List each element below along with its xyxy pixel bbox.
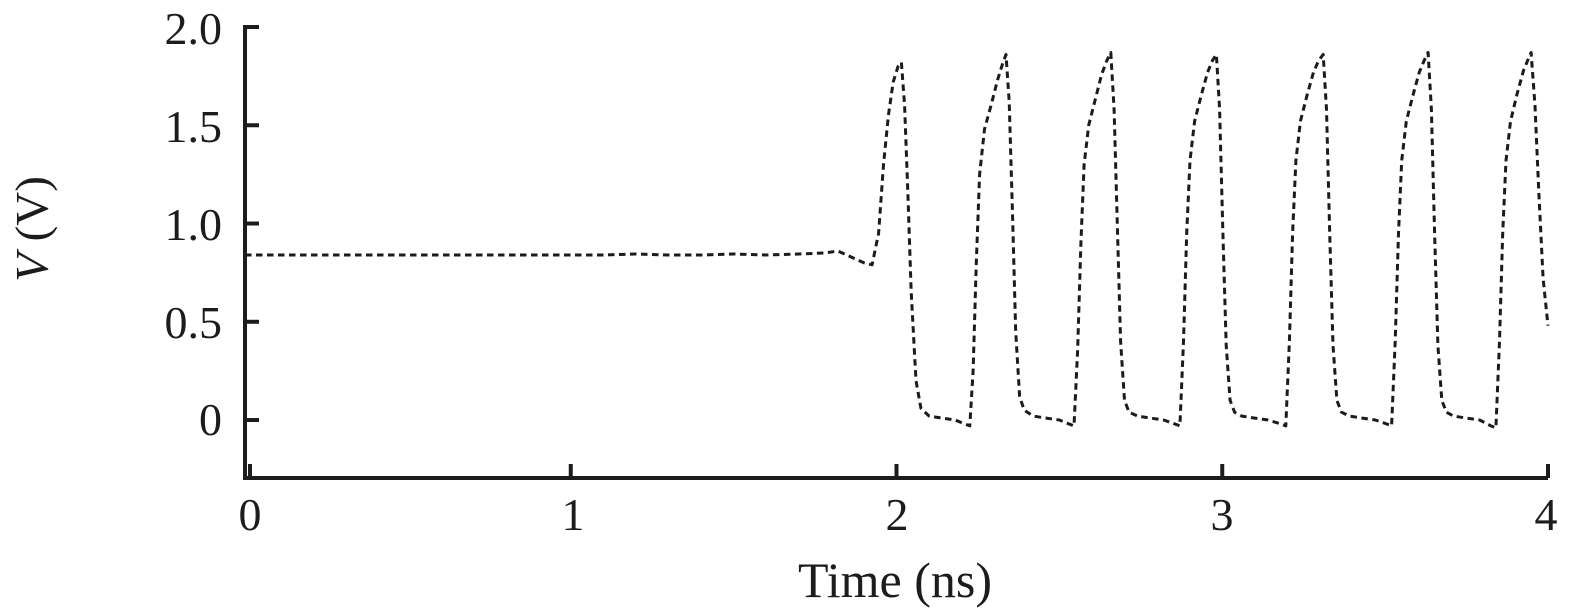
voltage-trace [245, 51, 1550, 430]
x-tick-label-4: 4 [1534, 489, 1558, 540]
y-tick-label-0.5: 0.5 [164, 297, 223, 348]
x-axis-title: Time (ns) [797, 552, 993, 608]
y-tick-label-0: 0 [199, 394, 222, 445]
y-tick-label-2.0: 2.0 [164, 3, 223, 54]
y-axis-unit: (V) [6, 176, 59, 242]
y-tick-label-1.5: 1.5 [164, 101, 223, 152]
y-axis-variable: V [6, 253, 59, 282]
x-tick-label-0: 0 [238, 489, 262, 540]
y-axis-title: V (V) [6, 176, 59, 282]
x-tick-label-3: 3 [1210, 489, 1234, 540]
y-tick-label-1.0: 1.0 [164, 199, 223, 250]
x-tick-label-1: 1 [561, 489, 585, 540]
x-tick-label-2: 2 [885, 489, 909, 540]
x-axis-ticks [248, 464, 1550, 478]
y-axis-ticks [245, 25, 259, 423]
